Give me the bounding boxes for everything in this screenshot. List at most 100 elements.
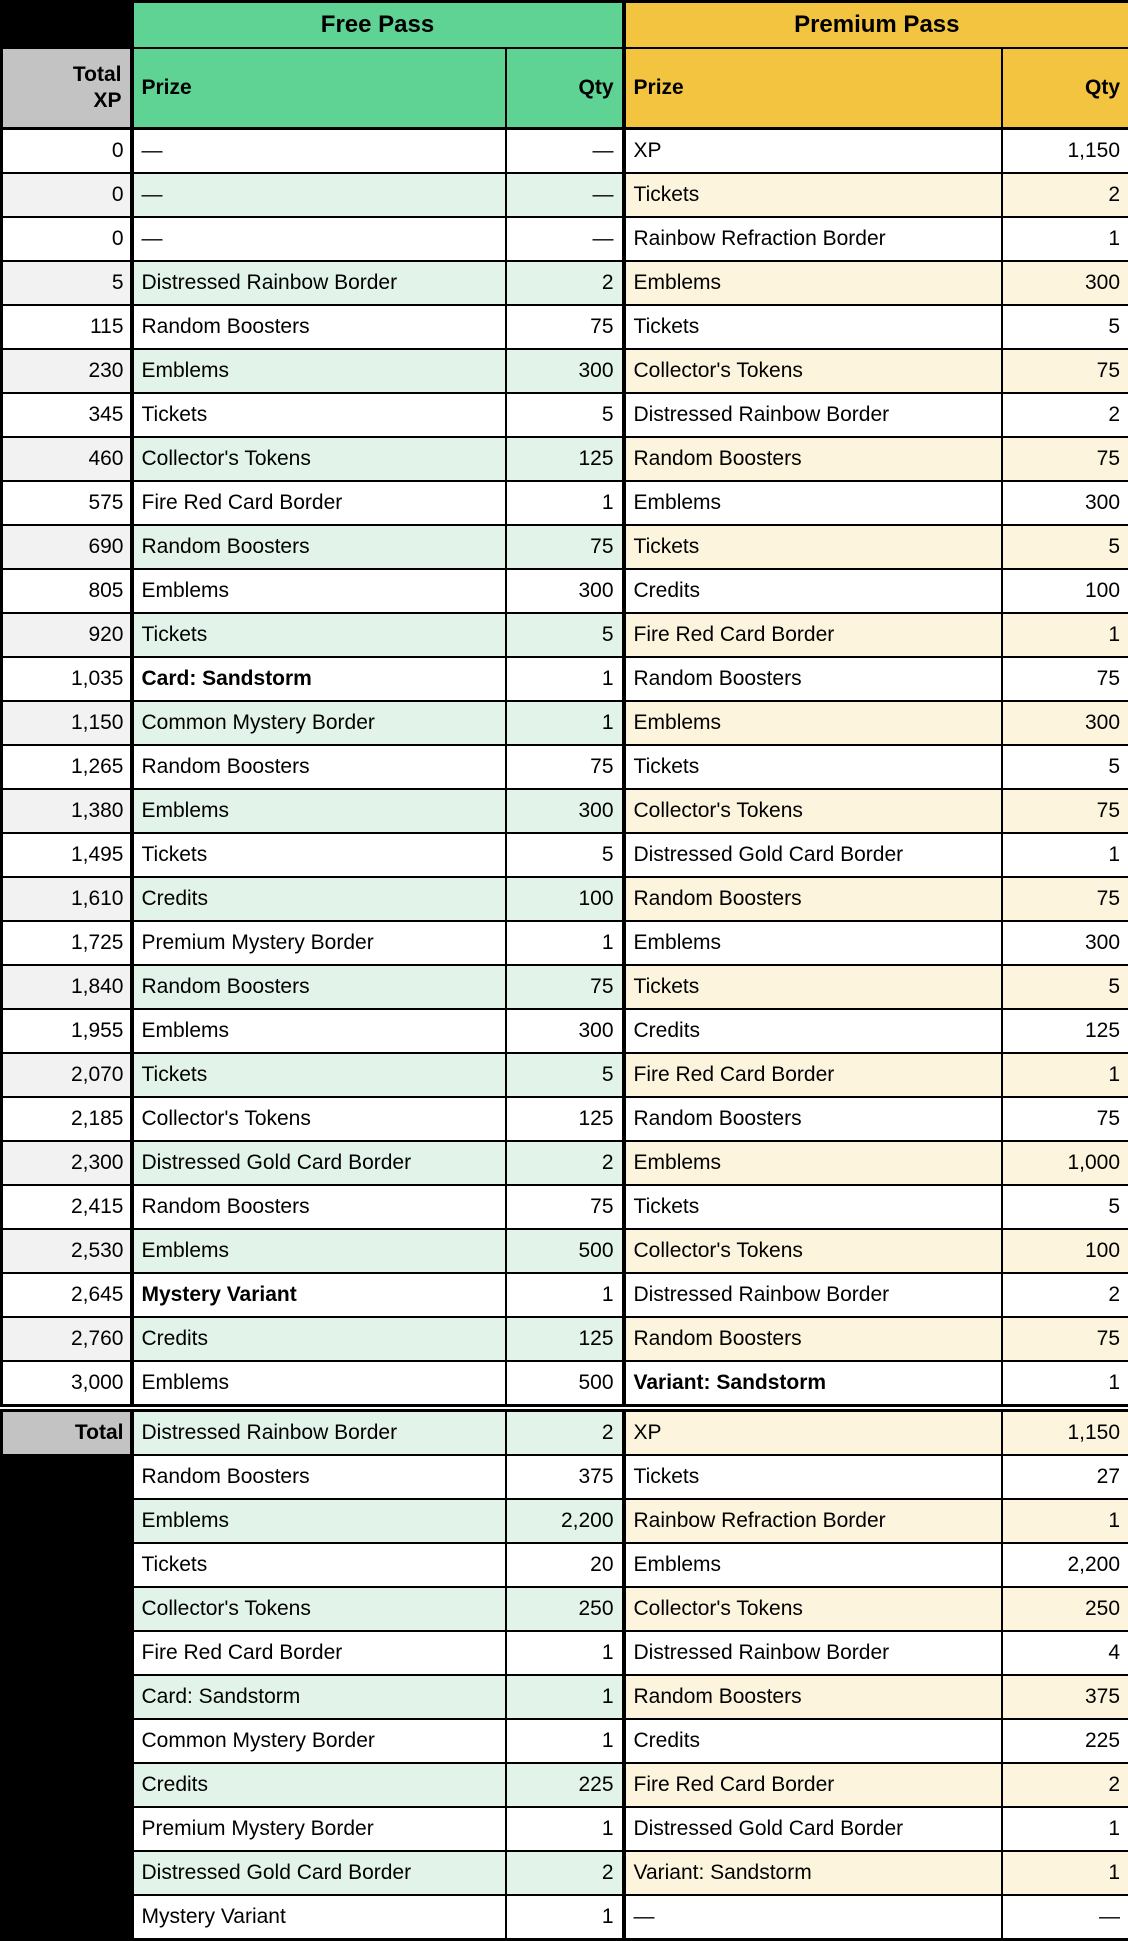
- free-prize-cell: Premium Mystery Border: [132, 921, 506, 965]
- free-prize-total-cell: Emblems: [132, 1499, 506, 1543]
- premium-prize-total-cell: Variant: Sandstorm: [624, 1851, 1002, 1895]
- xp-cell: 575: [2, 481, 132, 525]
- free-qty-cell: 75: [506, 525, 624, 569]
- xp-cell: 2,185: [2, 1097, 132, 1141]
- free-prize-cell: Tickets: [132, 833, 506, 877]
- premium-qty-cell: 75: [1002, 789, 1128, 833]
- premium-qty-cell: 75: [1002, 657, 1128, 701]
- xp-cell: 2,760: [2, 1317, 132, 1361]
- premium-qty-cell: 1: [1002, 833, 1128, 877]
- free-qty-cell: 125: [506, 437, 624, 481]
- premium-prize-column-header: Prize: [624, 48, 1002, 129]
- premium-pass-header: Premium Pass: [624, 2, 1128, 49]
- premium-prize-cell: Emblems: [624, 701, 1002, 745]
- premium-qty-cell: 2: [1002, 393, 1128, 437]
- free-prize-column-header: Prize: [132, 48, 506, 129]
- premium-prize-total-cell: Emblems: [624, 1543, 1002, 1587]
- free-prize-total-cell: Random Boosters: [132, 1455, 506, 1499]
- premium-prize-cell: Tickets: [624, 1185, 1002, 1229]
- premium-qty-cell: 2: [1002, 1273, 1128, 1317]
- xp-cell: 1,955: [2, 1009, 132, 1053]
- premium-prize-cell: Collector's Tokens: [624, 789, 1002, 833]
- premium-prize-total-cell: Distressed Gold Card Border: [624, 1807, 1002, 1851]
- premium-prize-cell: Distressed Rainbow Border: [624, 393, 1002, 437]
- free-qty-cell: 125: [506, 1097, 624, 1141]
- free-prize-total-cell: Credits: [132, 1763, 506, 1807]
- xp-cell: 690: [2, 525, 132, 569]
- black-spacer-cell: [2, 1499, 132, 1543]
- free-qty-cell: 75: [506, 305, 624, 349]
- xp-cell: 0: [2, 217, 132, 261]
- premium-prize-cell: Credits: [624, 569, 1002, 613]
- black-spacer-cell: [2, 1455, 132, 1499]
- premium-qty-cell: 1,000: [1002, 1141, 1128, 1185]
- free-qty-total-cell: 1: [506, 1675, 624, 1719]
- free-pass-header: Free Pass: [132, 2, 624, 49]
- premium-qty-cell: 100: [1002, 569, 1128, 613]
- free-qty-cell: 300: [506, 569, 624, 613]
- free-prize-cell: Tickets: [132, 613, 506, 657]
- premium-qty-cell: 5: [1002, 965, 1128, 1009]
- premium-qty-cell: 75: [1002, 877, 1128, 921]
- premium-prize-total-cell: Collector's Tokens: [624, 1587, 1002, 1631]
- premium-qty-cell: 1: [1002, 1053, 1128, 1097]
- xp-cell: 1,840: [2, 965, 132, 1009]
- xp-cell: 1,610: [2, 877, 132, 921]
- free-prize-cell: Tickets: [132, 393, 506, 437]
- xp-cell: 5: [2, 261, 132, 305]
- free-prize-cell: Collector's Tokens: [132, 437, 506, 481]
- free-qty-cell: 1: [506, 1273, 624, 1317]
- free-qty-cell: —: [506, 217, 624, 261]
- premium-prize-cell: Tickets: [624, 305, 1002, 349]
- premium-prize-cell: Collector's Tokens: [624, 349, 1002, 393]
- premium-prize-cell: Random Boosters: [624, 657, 1002, 701]
- free-qty-cell: 125: [506, 1317, 624, 1361]
- free-prize-total-cell: Distressed Rainbow Border: [132, 1408, 506, 1455]
- free-qty-cell: 1: [506, 657, 624, 701]
- free-qty-cell: 1: [506, 481, 624, 525]
- free-qty-total-cell: 375: [506, 1455, 624, 1499]
- premium-qty-cell: 2: [1002, 173, 1128, 217]
- free-qty-total-cell: 1: [506, 1719, 624, 1763]
- premium-qty-total-cell: 225: [1002, 1719, 1128, 1763]
- free-prize-total-cell: Mystery Variant: [132, 1895, 506, 1940]
- xp-cell: 0: [2, 173, 132, 217]
- free-qty-cell: 1: [506, 701, 624, 745]
- premium-qty-total-cell: 1,150: [1002, 1408, 1128, 1455]
- black-spacer-cell: [2, 1807, 132, 1851]
- column-header-row: Total XP Prize Qty Prize Qty: [2, 48, 1128, 129]
- free-qty-total-cell: 250: [506, 1587, 624, 1631]
- xp-cell: 3,000: [2, 1361, 132, 1408]
- free-prize-total-cell: Premium Mystery Border: [132, 1807, 506, 1851]
- free-qty-cell: —: [506, 173, 624, 217]
- premium-prize-cell: Random Boosters: [624, 877, 1002, 921]
- free-qty-cell: 300: [506, 789, 624, 833]
- premium-prize-total-cell: —: [624, 1895, 1002, 1940]
- free-qty-cell: 5: [506, 393, 624, 437]
- premium-qty-total-cell: 27: [1002, 1455, 1128, 1499]
- premium-qty-total-cell: 2: [1002, 1763, 1128, 1807]
- premium-qty-cell: 5: [1002, 525, 1128, 569]
- premium-prize-cell: Tickets: [624, 965, 1002, 1009]
